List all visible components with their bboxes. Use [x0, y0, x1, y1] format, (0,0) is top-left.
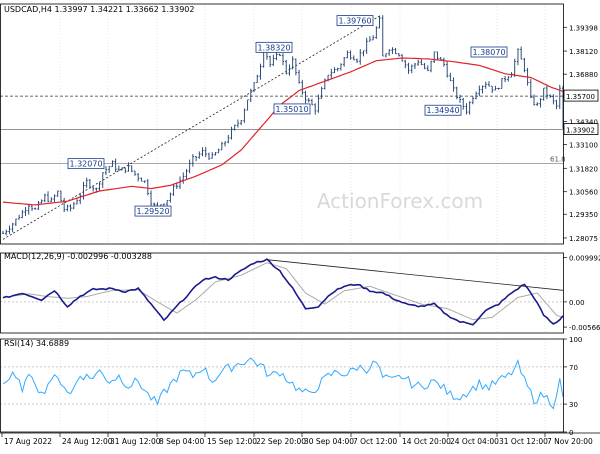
main-ytick-label-7: 1.30560	[569, 189, 598, 197]
frames-layer	[0, 3, 600, 434]
current-price-tag-box	[563, 123, 599, 135]
level-tag-13570-box	[563, 89, 599, 102]
xtick-label-5: 22 Sep 20:00	[256, 437, 306, 446]
main-ytick-label-2: 1.36880	[569, 71, 598, 79]
annotation-box-5	[424, 104, 462, 116]
xtick-label-11: 7 Nov 20:00	[547, 437, 593, 446]
macd-signal-line	[2, 262, 564, 321]
main-ytick-label-8: 1.29350	[569, 211, 598, 219]
rsi-ytick-label-1: 70	[569, 364, 578, 372]
xtick-label-1: 24 Aug 12:00	[62, 437, 113, 446]
rsi-line	[2, 357, 564, 410]
rsi-ytick-label-2: 30	[569, 401, 578, 409]
main-ytick-label-9: 1.28075	[569, 235, 598, 243]
annotation-box-4	[336, 15, 374, 26]
annotation-label-0: 1.32070	[69, 160, 102, 169]
main-ytick-label-6: 1.31820	[569, 165, 598, 173]
watermark: ActionForex.com	[317, 189, 483, 213]
macd-divergence-line	[266, 259, 564, 291]
annotation-box-3	[273, 103, 311, 115]
annotation-label-5: 1.34940	[426, 106, 459, 115]
moving-average-line	[2, 57, 564, 206]
main-ytick-label-1: 1.38120	[569, 48, 598, 56]
macd-line	[2, 258, 564, 326]
xtick-label-6: 30 Sep 04:00	[304, 437, 354, 446]
main-header: USDCAD,H4 1.33997 1.34221 1.33662 1.3390…	[4, 5, 194, 14]
annotation-box-1	[134, 205, 172, 217]
macd-ytick-label-0: 0.009992	[569, 254, 600, 262]
xtick-label-8: 14 Oct 20:00	[402, 437, 451, 446]
xtick-label-2: 31 Aug 12:00	[110, 437, 161, 446]
pane-frame-main	[0, 3, 564, 245]
annotation-label-4: 1.39760	[338, 17, 371, 26]
macd-header: MACD(12,26,9) -0.002996 -0.003288	[4, 252, 152, 261]
pane-frame-rsi	[0, 338, 564, 433]
annotation-box-2	[255, 41, 293, 53]
macd-ytick-label-2: -0.005668	[569, 324, 600, 332]
current-price-tag-text: 1.33902	[566, 127, 595, 135]
annotation-label-6: 1.38070	[472, 48, 505, 57]
axis-layer: 1.39398 1.38120 1.36880 1.35700 1.34340 1.331…	[1, 24, 600, 446]
xtick-label-9: 24 Oct 04:00	[450, 437, 499, 446]
pane-frame-macd	[0, 252, 564, 334]
xtick-label-10: 31 Oct 12:00	[499, 437, 548, 446]
main-ytick-label-5: 1.33100	[569, 141, 598, 149]
grid-layer	[0, 4, 563, 432]
xtick-label-3: 8 Sep 04:00	[159, 437, 205, 446]
plot-layer: 1.32070 1.29520 1.38320 1.35010 1.39760 1.349…	[1, 15, 566, 410]
rsi-header: RSI(14) 34.6889	[4, 339, 69, 348]
main-ytick-label-0: 1.39398	[569, 24, 598, 32]
annotation-label-3: 1.35010	[275, 105, 308, 114]
xtick-label-7: 7 Oct 12:00	[353, 437, 397, 446]
level-tag-13570-text: 1.35700	[566, 93, 595, 101]
annotation-label-2: 1.38320	[257, 43, 290, 52]
fib-label: 61.8	[550, 156, 566, 164]
annotation-label-1: 1.29520	[136, 207, 169, 216]
annotation-box-0	[67, 158, 105, 170]
macd-ytick-label-1: 0.00	[569, 299, 585, 307]
xtick-label-4: 15 Sep 12:00	[207, 437, 257, 446]
main-ytick-label-4: 1.34340	[569, 118, 598, 126]
trendline	[2, 15, 380, 240]
xtick-label-0: 17 Aug 2022	[4, 437, 52, 446]
rsi-ytick-label-0: 100	[569, 336, 582, 344]
annotation-box-6	[470, 46, 508, 58]
rsi-ytick-label-3: 0	[569, 429, 573, 437]
